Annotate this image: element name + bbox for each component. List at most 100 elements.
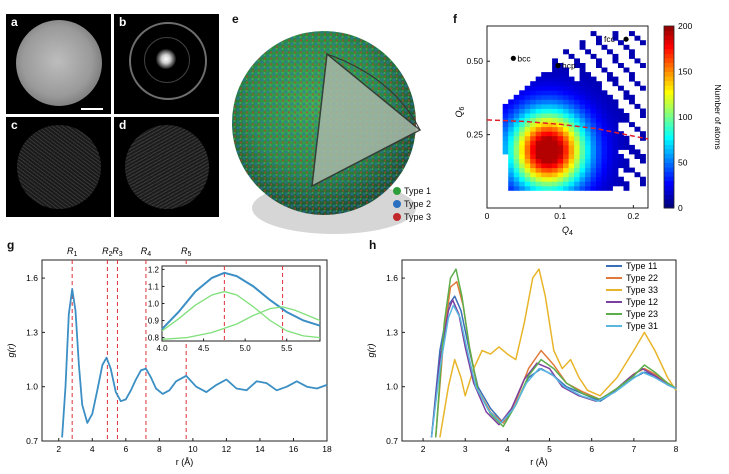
- heatmap-cell: [546, 99, 553, 105]
- heatmap-cell: [552, 154, 558, 159]
- heatmap-cell: [640, 158, 646, 164]
- heatmap-cell: [530, 122, 537, 128]
- heatmap-cell: [524, 181, 531, 187]
- heatmap-cell: [535, 117, 542, 123]
- panel-label-d: d: [119, 118, 127, 132]
- panel-label-h: h: [369, 238, 377, 252]
- heatmap-cell: [596, 90, 602, 96]
- heatmap-cell: [519, 176, 526, 182]
- heatmap-cell: [640, 176, 646, 182]
- heatmap-cell: [574, 122, 580, 128]
- heatmap-cell: [508, 99, 515, 105]
- heatmap-cell: [535, 94, 542, 100]
- heatmap-cell: [640, 181, 646, 187]
- heatmap-cell: [546, 85, 553, 91]
- heatmap-cell: [519, 94, 526, 100]
- heatmap-cell: [590, 135, 597, 141]
- heatmap-cell: [513, 108, 520, 114]
- heatmap-cell: [513, 117, 520, 123]
- heatmap-cell: [596, 135, 602, 141]
- heatmap-cell: [568, 172, 575, 178]
- heatmap-cell: [612, 140, 619, 146]
- heatmap-cell: [546, 144, 553, 150]
- heatmap-cell: [535, 90, 542, 96]
- panel-label-f: f: [453, 12, 457, 26]
- heatmap-cell: [568, 144, 575, 150]
- heatmap-cell: [601, 117, 608, 123]
- x-tick-label: 8: [157, 444, 162, 454]
- heatmap-cell: [552, 94, 558, 100]
- heatmap-cell: [557, 172, 564, 178]
- panel-a-em-image: [6, 14, 111, 114]
- heatmap-cell: [579, 108, 586, 114]
- heatmap-cell: [519, 122, 526, 128]
- heatmap-cell: [618, 113, 624, 118]
- colorbar-segment: [664, 148, 674, 154]
- heatmap-cell: [552, 140, 558, 146]
- colorbar-tick-label: 50: [678, 158, 688, 168]
- heatmap-cell: [541, 117, 548, 123]
- colorbar-segment: [664, 44, 674, 50]
- inset-y-tick-label: 1.0: [148, 300, 160, 309]
- colorbar-segment: [664, 135, 674, 141]
- heatmap-cell: [513, 122, 520, 128]
- x-tick-label: 0: [485, 211, 490, 221]
- inset-x-tick-label: 4.0: [156, 344, 168, 353]
- heatmap-cell: [579, 67, 586, 73]
- cut-section: [311, 52, 422, 188]
- heatmap-cell: [579, 117, 586, 123]
- heatmap-cell: [513, 172, 520, 178]
- heatmap-cell: [524, 149, 531, 155]
- colorbar-frame: [663, 25, 675, 209]
- heatmap-cell: [568, 140, 575, 146]
- heatmap-cell: [524, 90, 531, 96]
- heatmap-cell: [590, 158, 597, 164]
- heatmap-cell: [585, 181, 591, 187]
- heatmap-cell: [579, 99, 586, 105]
- boundary-dashed-line: [486, 119, 649, 140]
- heatmap-cell: [530, 140, 537, 146]
- heatmap-cell: [541, 122, 548, 128]
- heatmap-cell: [563, 167, 569, 173]
- heatmap-cell: [557, 94, 564, 100]
- heatmap-cell: [596, 185, 602, 191]
- legend-item-type1: Type 1: [393, 185, 431, 198]
- heatmap-cell: [568, 131, 575, 137]
- heatmap-cell: [607, 126, 613, 132]
- inset-x-tick-label: 5.5: [281, 344, 293, 353]
- heatmap-cell: [618, 63, 624, 68]
- heatmap-cell: [579, 158, 586, 164]
- heatmap-cell: [601, 149, 608, 155]
- heatmap-cell: [585, 49, 591, 55]
- heatmap-cell: [552, 76, 558, 82]
- heatmap-cell: [579, 85, 586, 91]
- heatmap-cell: [546, 117, 553, 123]
- heatmap-cell: [530, 158, 537, 164]
- heatmap-cell: [568, 135, 575, 141]
- heatmap-cell: [541, 144, 548, 150]
- colorbar-segment: [664, 35, 674, 41]
- heatmap-cell: [541, 135, 548, 141]
- heatmap-cell: [508, 163, 515, 169]
- heatmap-cell: [524, 131, 531, 137]
- heatmap-cell: [519, 90, 526, 96]
- heatmap-cell: [563, 158, 569, 164]
- heatmap-cell: [535, 140, 542, 146]
- heatmap-cell: [546, 149, 553, 155]
- heatmap-cell: [579, 40, 586, 46]
- series-line-gr: [61, 288, 328, 438]
- heatmap-cell: [535, 113, 542, 118]
- y-tick-label: 1.0: [26, 382, 38, 392]
- colorbar-segment: [664, 194, 674, 200]
- heatmap-cell: [596, 158, 602, 164]
- heatmap-cell: [596, 40, 602, 46]
- heatmap-cell: [568, 158, 575, 164]
- heatmap-cell: [552, 81, 558, 87]
- heatmap-cell: [530, 185, 537, 191]
- ref-point-bcc: [510, 55, 516, 61]
- heatmap-cell: [546, 94, 553, 100]
- heatmap-cell: [607, 176, 613, 182]
- inset-y-tick-label: 1.2: [148, 265, 160, 274]
- heatmap-cell: [585, 185, 591, 191]
- heatmap-cell: [557, 131, 564, 137]
